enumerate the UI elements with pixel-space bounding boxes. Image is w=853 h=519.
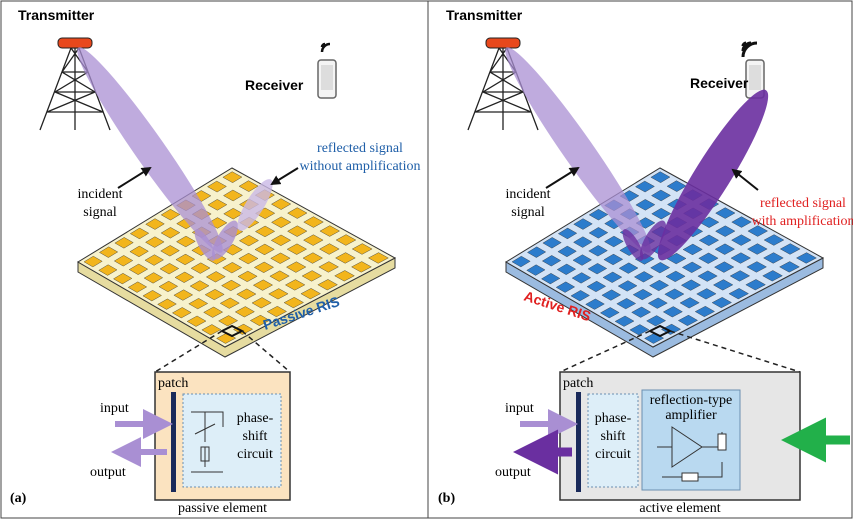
circuit-label: circuit: [237, 447, 273, 462]
incident-label: signal: [511, 205, 545, 220]
resistor: [718, 434, 726, 450]
reflected-label: with amplification: [751, 214, 853, 229]
patch-label: patch: [158, 376, 188, 391]
circuit-label: phase-: [237, 411, 274, 426]
circuit-label: shift: [601, 429, 626, 444]
transmitter-label: Transmitter: [446, 7, 523, 23]
output-label: output: [495, 465, 531, 480]
receiver-label: Receiver: [245, 77, 304, 93]
circuit-label: phase-: [595, 411, 632, 426]
transmitter-label: Transmitter: [18, 7, 95, 23]
amplifier-label: reflection-type: [650, 393, 732, 408]
element-caption: active element: [639, 501, 720, 516]
antenna: [486, 38, 520, 48]
incident-label: incident: [505, 187, 550, 202]
circuit-label: circuit: [595, 447, 631, 462]
panel-label: (b): [438, 491, 455, 506]
output-label: output: [90, 465, 126, 480]
reflected-label: reflected signal: [760, 196, 846, 211]
receiver-label: Receiver: [690, 75, 749, 91]
incident-label: signal: [83, 205, 117, 220]
antenna: [58, 38, 92, 48]
figure: Transmitter Receiver incident signal reflect…: [0, 0, 853, 519]
panel-label: (a): [10, 491, 27, 506]
input-label: input: [100, 401, 129, 416]
phone-screen: [321, 65, 333, 90]
resistor: [682, 473, 698, 481]
reflected-label: without amplification: [300, 159, 421, 174]
reflected-label: reflected signal: [317, 141, 403, 156]
patch-label: patch: [563, 376, 593, 391]
amplifier-label: amplifier: [665, 408, 717, 423]
patch-bar: [576, 392, 581, 492]
input-label: input: [505, 401, 534, 416]
patch-bar: [171, 392, 176, 492]
element-caption: passive element: [178, 501, 267, 516]
circuit-label: shift: [243, 429, 268, 444]
incident-label: incident: [77, 187, 122, 202]
phone-screen: [749, 65, 761, 90]
